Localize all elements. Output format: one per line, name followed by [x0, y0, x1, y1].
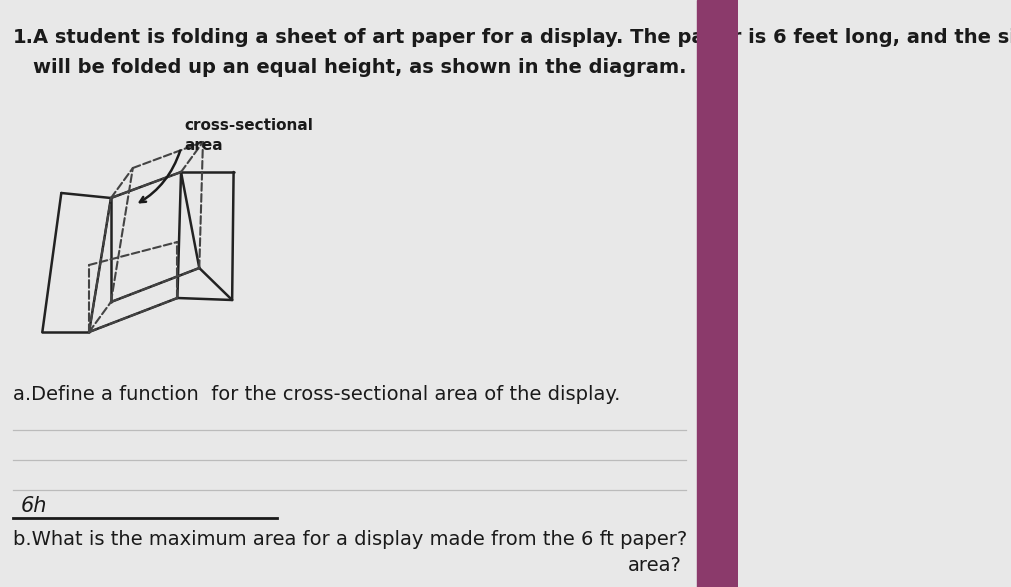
- Text: A student is folding a sheet of art paper for a display. The paper is 6 feet lon: A student is folding a sheet of art pape…: [32, 28, 1011, 47]
- Text: will be folded up an equal height, as shown in the diagram.: will be folded up an equal height, as sh…: [32, 58, 686, 77]
- Text: area?: area?: [628, 556, 681, 575]
- Text: area: area: [184, 138, 222, 153]
- Text: 1.: 1.: [13, 28, 34, 47]
- Text: cross-sectional: cross-sectional: [184, 118, 312, 133]
- Text: 6h: 6h: [20, 496, 47, 516]
- Bar: [698, 0, 738, 587]
- Text: b.What is the maximum area for a display made from the 6 ft paper?: b.What is the maximum area for a display…: [13, 530, 687, 549]
- Text: a.Define a function  for the cross-sectional area of the display.: a.Define a function for the cross-sectio…: [13, 385, 621, 404]
